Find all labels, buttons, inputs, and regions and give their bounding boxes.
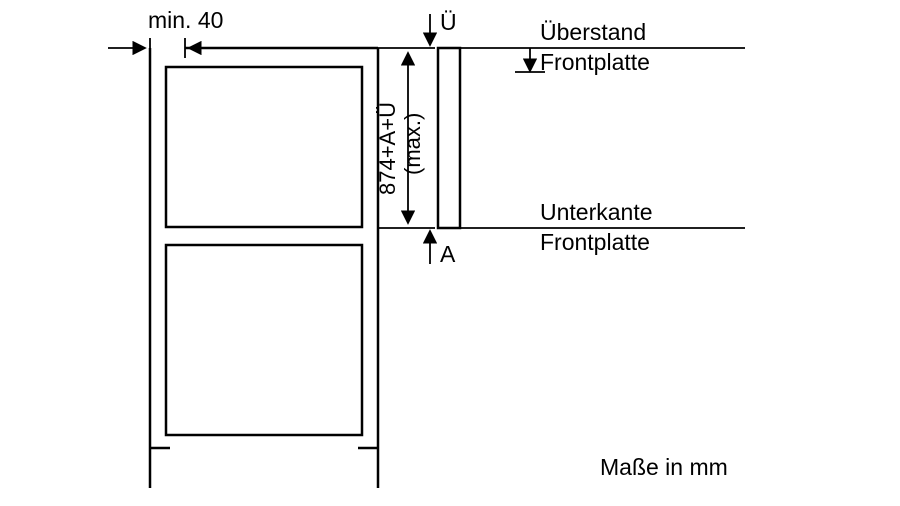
- cabinet-body: [150, 48, 378, 488]
- min-gap-label: min. 40: [148, 7, 223, 33]
- overstand-label-2: Frontplatte: [540, 49, 650, 75]
- u-symbol: Ü: [440, 9, 457, 35]
- lower-door: [166, 245, 362, 435]
- unterkante-label-2: Frontplatte: [540, 229, 650, 255]
- upper-door: [166, 67, 362, 227]
- front-panel: [438, 48, 460, 228]
- overstand-label-1: Überstand: [540, 19, 646, 45]
- a-symbol: A: [440, 241, 456, 267]
- height-formula-2: (max.): [400, 113, 425, 175]
- unterkante-label-1: Unterkante: [540, 199, 653, 225]
- dimension-diagram: min. 40 Ü A 874+A+Ü (max.) Überstand Fro…: [0, 0, 900, 506]
- height-formula-1: 874+A+Ü: [375, 102, 400, 195]
- min-gap-dimension: [108, 38, 224, 58]
- units-label: Maße in mm: [600, 454, 728, 480]
